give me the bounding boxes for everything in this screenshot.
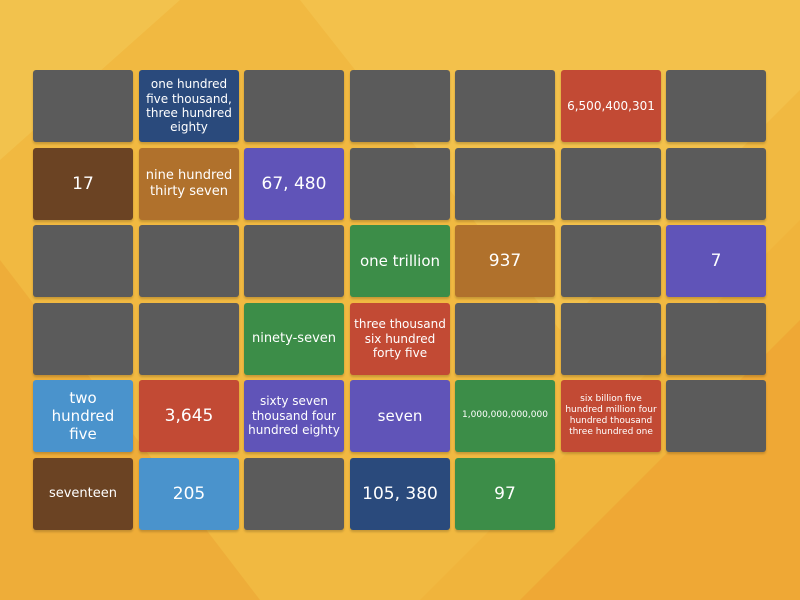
- tile-label: 105, 380: [362, 483, 438, 504]
- revealed-tile[interactable]: 205: [139, 458, 239, 530]
- revealed-tile[interactable]: 1,000,000,000,000: [455, 380, 555, 452]
- hidden-tile[interactable]: [666, 148, 766, 220]
- tile-label: three thousand six hundred forty five: [354, 317, 446, 361]
- revealed-tile[interactable]: 97: [455, 458, 555, 530]
- revealed-tile[interactable]: seven: [350, 380, 450, 452]
- tile-label: six billion five hundred million four hu…: [565, 393, 657, 438]
- revealed-tile[interactable]: 3,645: [139, 380, 239, 452]
- revealed-tile[interactable]: 17: [33, 148, 133, 220]
- tile-label: 3,645: [164, 405, 214, 426]
- revealed-tile[interactable]: 937: [455, 225, 555, 297]
- hidden-tile[interactable]: [139, 303, 239, 375]
- tile-label: 937: [488, 250, 522, 271]
- revealed-tile[interactable]: one hundred five thousand, three hundred…: [139, 70, 239, 142]
- hidden-tile[interactable]: [455, 303, 555, 375]
- tile-label: 17: [72, 173, 94, 194]
- hidden-tile[interactable]: [455, 148, 555, 220]
- tile-label: 1,000,000,000,000: [462, 410, 548, 421]
- hidden-tile[interactable]: [33, 70, 133, 142]
- tile-label: nine hundred thirty seven: [145, 168, 233, 199]
- tile-label: one hundred five thousand, three hundred…: [146, 77, 232, 135]
- hidden-tile[interactable]: [350, 148, 450, 220]
- hidden-tile[interactable]: [33, 303, 133, 375]
- hidden-tile[interactable]: [666, 380, 766, 452]
- revealed-tile[interactable]: 7: [666, 225, 766, 297]
- tile-label: 67, 480: [261, 173, 327, 194]
- hidden-tile[interactable]: [561, 225, 661, 297]
- tile-label: seven: [377, 407, 423, 425]
- tile-label: one trillion: [359, 252, 441, 270]
- revealed-tile[interactable]: one trillion: [350, 225, 450, 297]
- hidden-tile[interactable]: [666, 303, 766, 375]
- revealed-tile[interactable]: sixty seven thousand four hundred eighty: [244, 380, 344, 452]
- hidden-tile[interactable]: [244, 225, 344, 297]
- revealed-tile[interactable]: 105, 380: [350, 458, 450, 530]
- hidden-tile[interactable]: [561, 148, 661, 220]
- hidden-tile[interactable]: [244, 458, 344, 530]
- tile-label: two hundred five: [51, 389, 115, 443]
- revealed-tile[interactable]: 67, 480: [244, 148, 344, 220]
- hidden-tile[interactable]: [33, 225, 133, 297]
- hidden-tile[interactable]: [561, 303, 661, 375]
- tile-label: 7: [710, 250, 722, 271]
- hidden-tile[interactable]: [244, 70, 344, 142]
- tile-label: sixty seven thousand four hundred eighty: [248, 394, 340, 438]
- tile-label: 6,500,400,301: [567, 98, 655, 113]
- revealed-tile[interactable]: three thousand six hundred forty five: [350, 303, 450, 375]
- revealed-tile[interactable]: 6,500,400,301: [561, 70, 661, 142]
- hidden-tile[interactable]: [350, 70, 450, 142]
- revealed-tile[interactable]: nine hundred thirty seven: [139, 148, 239, 220]
- tile-label: ninety-seven: [251, 331, 337, 347]
- revealed-tile[interactable]: ninety-seven: [244, 303, 344, 375]
- hidden-tile[interactable]: [666, 70, 766, 142]
- hidden-tile[interactable]: [455, 70, 555, 142]
- tile-label: 97: [494, 483, 516, 504]
- tile-label: seventeen: [48, 486, 118, 502]
- hidden-tile[interactable]: [139, 225, 239, 297]
- revealed-tile[interactable]: two hundred five: [33, 380, 133, 452]
- revealed-tile[interactable]: six billion five hundred million four hu…: [561, 380, 661, 452]
- tile-label: 205: [172, 483, 206, 504]
- revealed-tile[interactable]: seventeen: [33, 458, 133, 530]
